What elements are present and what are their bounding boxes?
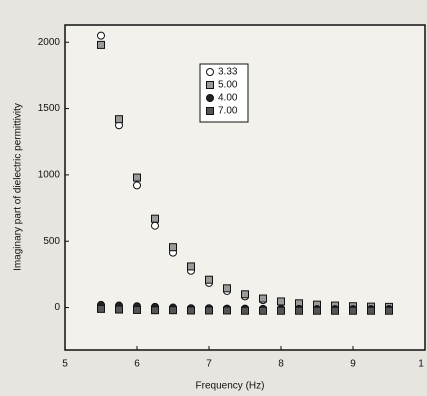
x-tick-label: 1 [418, 359, 424, 370]
y-tick-label: 2000 [38, 37, 61, 48]
legend-label: 4.00 [218, 93, 238, 104]
data-point [277, 297, 285, 306]
x-tick-label: 5 [62, 359, 68, 370]
data-point [151, 221, 159, 230]
data-point [97, 40, 105, 49]
y-tick-label: 500 [43, 236, 60, 247]
data-point [223, 306, 231, 315]
x-tick-label: 7 [206, 359, 212, 370]
data-point [187, 306, 195, 315]
legend-label: 7.00 [218, 106, 238, 117]
legend-marker [206, 68, 214, 76]
data-point [115, 115, 123, 124]
data-point [241, 306, 249, 315]
data-point [331, 306, 339, 315]
x-tick-label: 9 [350, 359, 356, 370]
data-point [205, 306, 213, 315]
data-point [205, 275, 213, 284]
y-tick-label: 1500 [38, 103, 61, 114]
data-point [295, 306, 303, 315]
data-point [349, 306, 357, 315]
legend-marker [206, 81, 214, 89]
legend-label: 3.33 [218, 67, 238, 78]
data-point [97, 31, 105, 40]
data-point [223, 284, 231, 293]
y-tick-label: 0 [54, 302, 60, 313]
data-point [187, 262, 195, 271]
y-tick-label: 1000 [38, 170, 61, 181]
data-point [169, 243, 177, 252]
data-point [169, 306, 177, 315]
x-axis-label: Frequency (Hz) [196, 381, 265, 392]
y-axis-label: Imaginary part of dielectric permittivit… [13, 103, 24, 271]
data-point [277, 306, 285, 315]
legend-label: 5.00 [218, 80, 238, 91]
data-point [241, 290, 249, 299]
data-point [385, 306, 393, 315]
legend-marker [206, 94, 214, 102]
data-point [313, 306, 321, 315]
data-point [259, 306, 267, 315]
x-tick-label: 8 [278, 359, 284, 370]
data-point [133, 305, 141, 314]
x-tick-label: 6 [134, 359, 140, 370]
data-point [151, 306, 159, 315]
data-point [367, 306, 375, 315]
data-point [259, 294, 267, 303]
data-point [133, 181, 141, 190]
data-point [151, 214, 159, 223]
data-point [133, 173, 141, 182]
data-point [115, 305, 123, 314]
legend-marker [206, 107, 214, 115]
data-point [97, 304, 105, 313]
